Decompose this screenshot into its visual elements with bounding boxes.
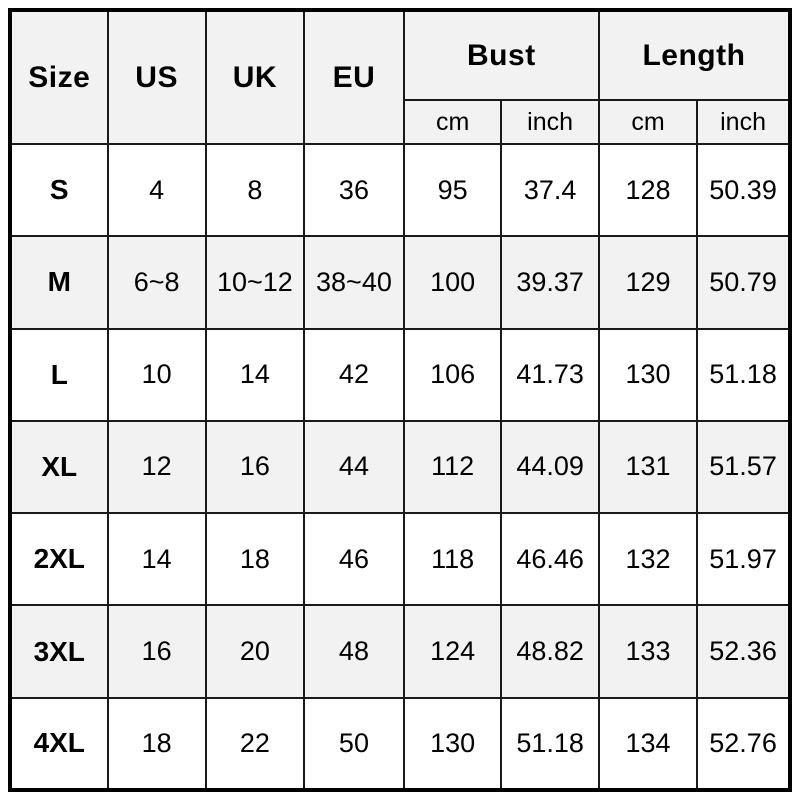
- size-label-cell: 3XL: [9, 604, 109, 699]
- value-cell: 51.18: [500, 696, 600, 792]
- value-cell: 44: [303, 419, 405, 515]
- value-cell: 50.79: [696, 235, 791, 330]
- header-us: US: [106, 9, 207, 145]
- header-size: Size: [9, 9, 109, 145]
- value-cell: 52.36: [696, 604, 791, 699]
- value-cell: 22: [204, 696, 306, 792]
- table-row: S 4 8 36 95 37.4 128 50.39: [9, 142, 791, 238]
- table-row: 4XL 18 22 50 130 51.18 134 52.76: [9, 696, 791, 792]
- value-cell: 8: [204, 142, 306, 238]
- value-cell: 118: [402, 512, 503, 607]
- header-bust-cm: cm: [402, 99, 503, 145]
- value-cell: 134: [597, 696, 699, 792]
- size-label-cell: 4XL: [9, 696, 109, 792]
- size-chart-table: Size US UK EU Bust Length cm inch cm inc…: [8, 8, 792, 792]
- value-cell: 18: [204, 512, 306, 607]
- value-cell: 38~40: [303, 235, 405, 330]
- value-cell: 16: [106, 604, 207, 699]
- value-cell: 20: [204, 604, 306, 699]
- value-cell: 51.18: [696, 327, 791, 422]
- value-cell: 130: [402, 696, 503, 792]
- table-row: 3XL 16 20 48 124 48.82 133 52.36: [9, 604, 791, 699]
- value-cell: 95: [402, 142, 503, 238]
- value-cell: 36: [303, 142, 405, 238]
- value-cell: 48.82: [500, 604, 600, 699]
- size-label-cell: M: [9, 235, 109, 330]
- value-cell: 52.76: [696, 696, 791, 792]
- value-cell: 131: [597, 419, 699, 515]
- header-length-inch: inch: [696, 99, 791, 145]
- table-row: XL 12 16 44 112 44.09 131 51.57: [9, 419, 791, 515]
- value-cell: 14: [204, 327, 306, 422]
- size-label-cell: S: [9, 142, 109, 238]
- table-body: S 4 8 36 95 37.4 128 50.39 M 6~8 10~12 38~40 100 39.3…: [9, 142, 791, 792]
- value-cell: 50.39: [696, 142, 791, 238]
- value-cell: 42: [303, 327, 405, 422]
- value-cell: 37.4: [500, 142, 600, 238]
- value-cell: 10: [106, 327, 207, 422]
- value-cell: 41.73: [500, 327, 600, 422]
- header-unit-row: cm inch cm inch: [10, 99, 791, 145]
- value-cell: 16: [204, 419, 306, 515]
- value-cell: 44.09: [500, 419, 600, 515]
- value-cell: 46.46: [500, 512, 600, 607]
- table-row: M 6~8 10~12 38~40 100 39.37 129 50.79: [9, 235, 791, 330]
- header-group-row: Size US UK EU Bust Length: [9, 9, 792, 145]
- value-cell: 124: [402, 604, 503, 699]
- value-cell: 128: [597, 142, 699, 238]
- value-cell: 130: [597, 327, 699, 422]
- header-uk: UK: [204, 9, 306, 145]
- value-cell: 129: [597, 235, 699, 330]
- value-cell: 46: [303, 512, 405, 607]
- value-cell: 112: [402, 419, 503, 515]
- value-cell: 10~12: [204, 235, 306, 330]
- size-label-cell: XL: [9, 419, 109, 515]
- size-label-cell: 2XL: [9, 512, 109, 607]
- value-cell: 50: [303, 696, 405, 792]
- header-bust: Bust: [402, 9, 600, 101]
- value-cell: 48: [303, 604, 405, 699]
- header-bust-inch: inch: [500, 99, 600, 145]
- value-cell: 14: [106, 512, 207, 607]
- header-length-cm: cm: [597, 99, 699, 145]
- table-row: L 10 14 42 106 41.73 130 51.18: [9, 327, 791, 422]
- table-header: Size US UK EU Bust Length cm inch cm inc…: [9, 9, 792, 145]
- table-row: 2XL 14 18 46 118 46.46 132 51.97: [9, 512, 791, 607]
- size-label-cell: L: [9, 327, 109, 422]
- value-cell: 132: [597, 512, 699, 607]
- value-cell: 100: [402, 235, 503, 330]
- value-cell: 6~8: [106, 235, 207, 330]
- value-cell: 39.37: [500, 235, 600, 330]
- value-cell: 106: [402, 327, 503, 422]
- value-cell: 133: [597, 604, 699, 699]
- header-length: Length: [597, 9, 792, 101]
- value-cell: 51.97: [696, 512, 791, 607]
- value-cell: 18: [106, 696, 207, 792]
- value-cell: 51.57: [696, 419, 791, 515]
- size-chart: Size US UK EU Bust Length cm inch cm inc…: [8, 8, 792, 792]
- value-cell: 12: [106, 419, 207, 515]
- value-cell: 4: [106, 142, 207, 238]
- header-eu: EU: [303, 9, 405, 145]
